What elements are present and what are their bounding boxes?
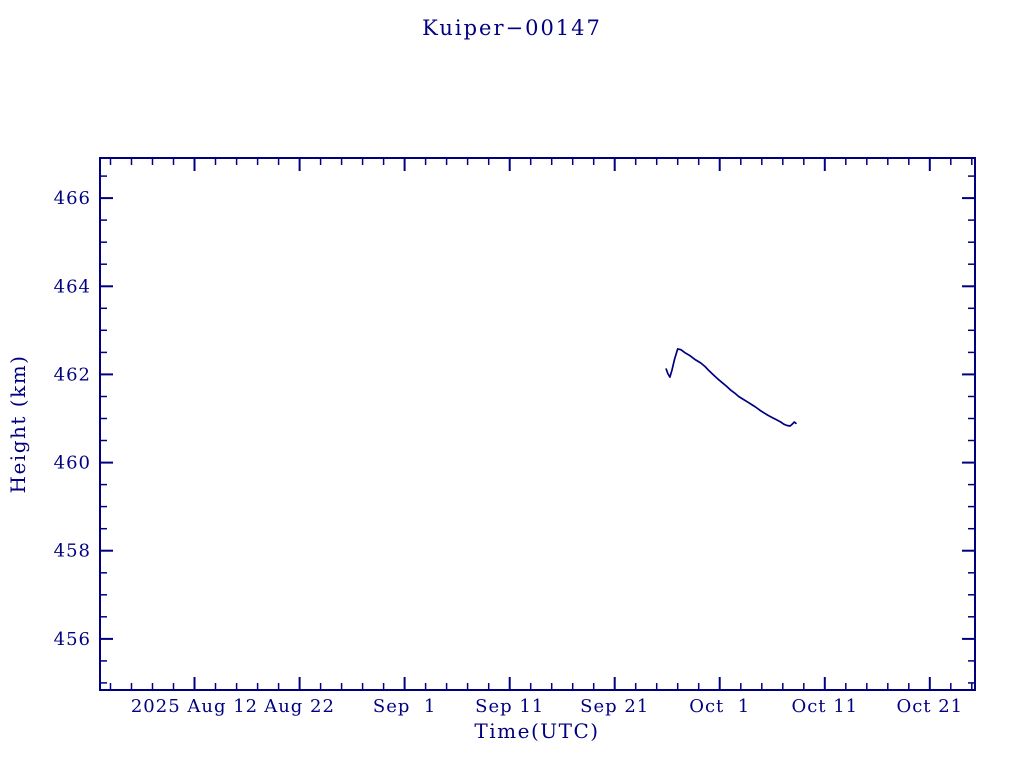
x-tick-label: Sep 11 — [475, 696, 544, 717]
x-tick-label: Oct 11 — [791, 696, 858, 717]
x-tick-label: Oct 21 — [896, 696, 963, 717]
y-tick-label: 466 — [54, 188, 91, 209]
height-series-line — [665, 348, 797, 427]
x-tick-label: Sep 21 — [580, 696, 649, 717]
plot-frame — [99, 157, 976, 691]
y-tick-label: 460 — [54, 453, 91, 474]
chart-title: Kuiper−00147 — [422, 16, 602, 40]
y-tick-label: 458 — [54, 541, 91, 562]
x-axis-title: Time(UTC) — [474, 719, 600, 743]
x-tick-label: 2025 Aug 12 — [131, 696, 258, 717]
x-tick-label: Aug 22 — [263, 696, 335, 717]
y-tick-label: 462 — [54, 364, 91, 385]
y-tick-label: 464 — [54, 276, 91, 297]
x-tick-label: Sep 1 — [373, 696, 436, 717]
x-tick-label: Oct 1 — [689, 696, 750, 717]
y-tick-label: 456 — [54, 629, 91, 650]
